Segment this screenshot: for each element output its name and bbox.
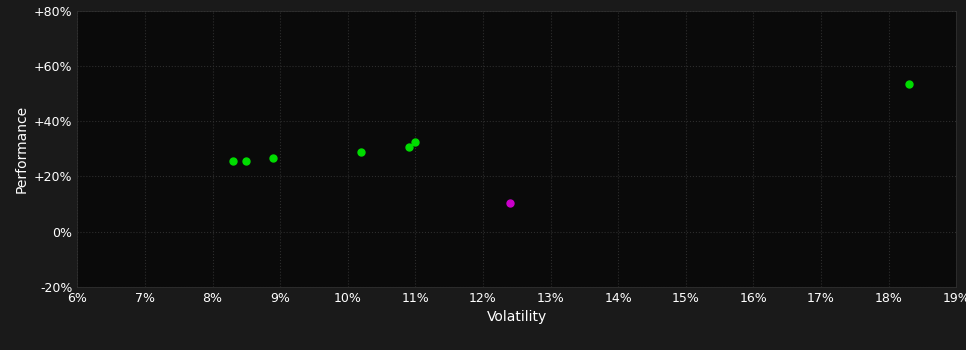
Y-axis label: Performance: Performance — [14, 105, 28, 193]
X-axis label: Volatility: Volatility — [487, 310, 547, 324]
